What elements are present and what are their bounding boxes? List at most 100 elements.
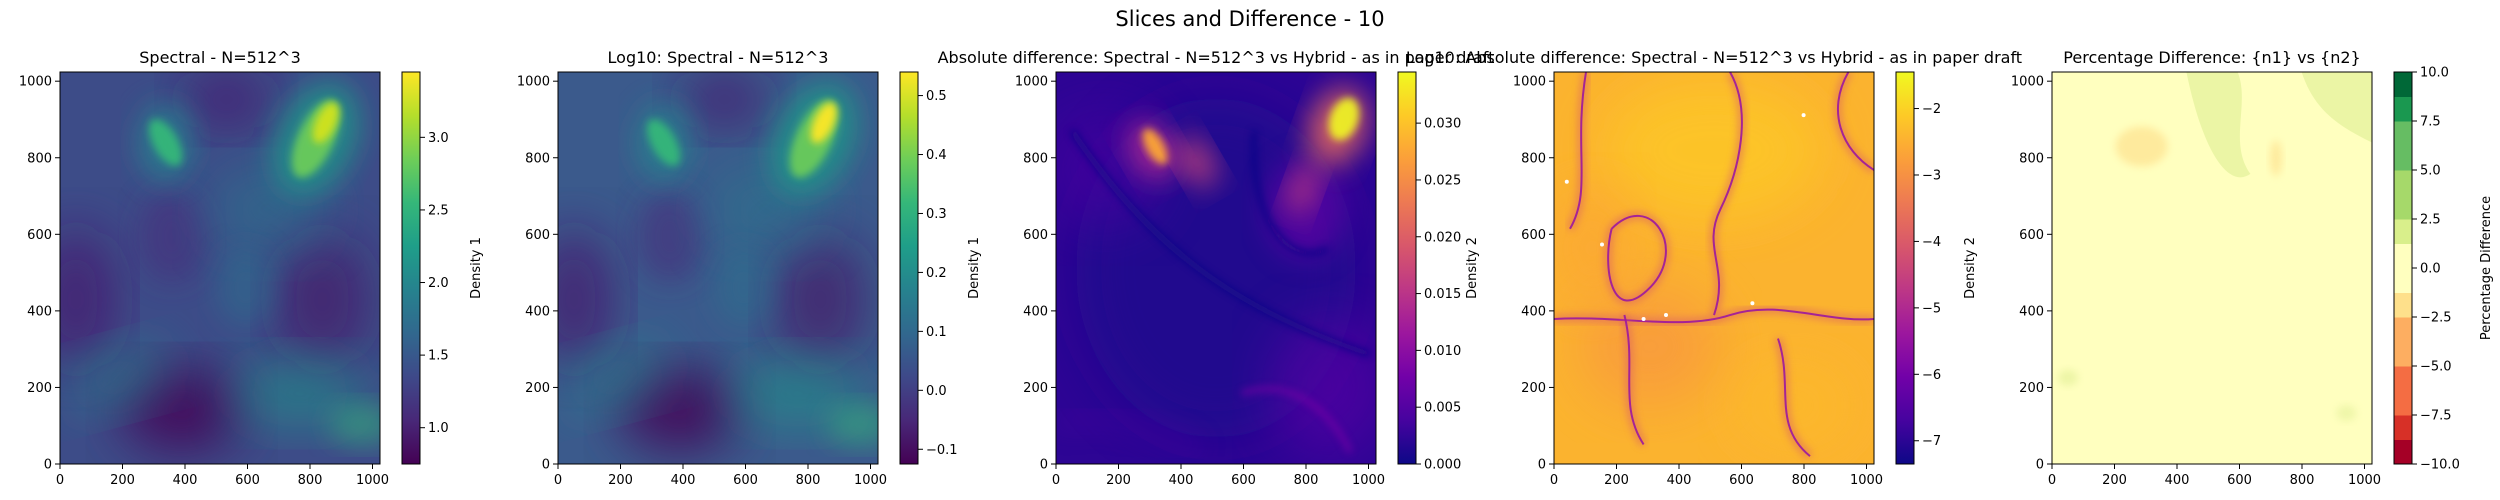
panel-5-colorbar-tick-label: 7.5 — [2420, 115, 2441, 130]
panel-2-xtick-label: 800 — [796, 473, 821, 488]
panel-5-ytick-label: 600 — [2019, 228, 2044, 243]
panel-5-xtick-label: 600 — [2227, 473, 2252, 488]
panel-4-colorbar-tick-label: −7 — [1922, 434, 1941, 449]
panel-1-xtick-label: 200 — [110, 473, 135, 488]
panel-5-colorbar-level — [2394, 96, 2412, 122]
panel-3-xtick-label: 1000 — [1352, 473, 1385, 488]
panel-1-colorbar-tick-label: 1.5 — [428, 349, 449, 364]
panel-5-axes-frame — [2051, 71, 2373, 465]
panel-5-ytick-label: 1000 — [2011, 75, 2044, 90]
panel-4-ytick-label: 0 — [1538, 458, 1546, 473]
panel-4-colorbar-tick-label: −6 — [1922, 368, 1941, 383]
panel-2-colorbar: −0.1 0.0 0.1 0.2 0.3 0.4 0.5 Density 1 — [899, 71, 982, 465]
panel-1-colorbar-tick-label: 2.5 — [428, 203, 449, 218]
panel-5-colorbar-tick-label: 10.0 — [2420, 66, 2449, 81]
panel-1-title: Spectral - N=512^3 — [139, 48, 301, 67]
panel-1-colorbar-gradient — [402, 72, 420, 464]
panel-5-xtick-label: 400 — [2165, 473, 2190, 488]
panel-2-xtick-label: 400 — [671, 473, 696, 488]
panel-3-colorbar-tick-label: 0.020 — [1424, 230, 1461, 245]
panel-2-ytick-label: 200 — [525, 381, 550, 396]
panel-5-colorbar-level — [2394, 415, 2412, 440]
panel-2-xtick-label: 1000 — [854, 473, 887, 488]
panel-1-colorbar-tick-label: 3.0 — [428, 131, 449, 146]
panel-3-heatmap — [1056, 72, 1376, 464]
panel-5-colorbar-level — [2394, 194, 2412, 220]
panel-3-xtick-label: 400 — [1169, 473, 1194, 488]
panel-5-colorbar-level — [2394, 268, 2412, 293]
panel-4-colorbar-label: Density 2 — [1963, 237, 1978, 299]
panel-4-ytick-label: 600 — [1521, 228, 1546, 243]
panel-5-ytick-label: 400 — [2019, 304, 2044, 319]
panel-2-heatmap — [558, 72, 878, 464]
panel-2-colorbar-tick-label: −0.1 — [926, 443, 958, 458]
panel-3-colorbar-tick-label: 0.010 — [1424, 344, 1461, 359]
panel-2-colorbar-tick-label: 0.5 — [926, 89, 947, 104]
panel-4-xtick-label: 0 — [1550, 473, 1558, 488]
panel-1-colorbar: 1.0 1.5 2.0 2.5 3.0 Density 1 — [401, 71, 484, 465]
panel-1-ytick-label: 0 — [44, 458, 52, 473]
panel-1-xtick-label: 1000 — [356, 473, 389, 488]
panel-3-colorbar-tick-label: 0.000 — [1424, 458, 1461, 473]
panel-2-axes-frame — [557, 71, 879, 465]
panel-4-xtick-label: 1000 — [1850, 473, 1883, 488]
panel-5-colorbar-tick-label: −2.5 — [2420, 311, 2452, 326]
panel-4-heatmap — [1554, 72, 1874, 464]
panel-5-colorbar-level — [2394, 341, 2412, 367]
panel-3-colorbar: 0.000 0.005 0.010 0.015 0.020 0.025 0.030 Densi… — [1397, 71, 1480, 473]
panel-2-ytick-label: 800 — [525, 151, 550, 166]
panel-3-colorbar-tick-label: 0.005 — [1424, 401, 1461, 416]
panel-4-colorbar-tick-label: −5 — [1922, 301, 1941, 316]
panel-2-xtick-label: 200 — [608, 473, 633, 488]
panel-5-colorbar-label: Percentage Difference — [2479, 196, 2494, 340]
panel-1: Spectral - N=512^3 0 200 400 600 800 1000 0 200 4… — [19, 48, 484, 488]
panel-3-title: Absolute difference: Spectral - N=512^3 … — [938, 48, 1495, 67]
panel-4-colorbar: −7 −6 −5 −4 −3 −2 Density 2 — [1895, 71, 1978, 465]
panel-4-colorbar-tick-label: −4 — [1922, 235, 1941, 250]
panel-5-colorbar-tick-label: −7.5 — [2420, 409, 2452, 424]
panel-3-colorbar-tick-label: 0.015 — [1424, 287, 1461, 302]
panel-4-colorbar-tick-label: −3 — [1922, 168, 1941, 183]
panel-5-colorbar-level — [2394, 390, 2412, 416]
panel-5-colorbar-level — [2394, 243, 2412, 269]
panel-5-colorbar-level — [2394, 72, 2412, 97]
panel-2-colorbar-gradient — [900, 72, 918, 464]
panel-4-xtick-label: 200 — [1604, 473, 1629, 488]
panel-2-colorbar-tick-label: 0.3 — [926, 207, 947, 222]
panel-2-ytick-label: 0 — [542, 458, 550, 473]
panel-1-heatmap — [60, 72, 380, 464]
panel-5-colorbar-level — [2394, 170, 2412, 195]
panel-3-colorbar-tick-label: 0.025 — [1424, 173, 1461, 188]
panel-2-colorbar-tick-label: 0.4 — [926, 148, 947, 163]
panel-1-xtick-label: 0 — [56, 473, 64, 488]
panel-3-xtick-label: 0 — [1052, 473, 1060, 488]
panel-1-ytick-label: 400 — [27, 304, 52, 319]
panel-3-ytick-label: 1000 — [1015, 75, 1048, 90]
panel-1-colorbar-tick-label: 2.0 — [428, 276, 449, 291]
panel-3-colorbar-label: Density 2 — [1465, 237, 1480, 299]
panel-1-ytick-label: 600 — [27, 228, 52, 243]
panel-2-ytick-label: 600 — [525, 228, 550, 243]
panel-1-ytick-label: 200 — [27, 381, 52, 396]
panel-5-colorbar-tick-label: 0.0 — [2420, 262, 2441, 277]
panel-4-ytick-label: 400 — [1521, 304, 1546, 319]
panel-5-colorbar-tick-label: 2.5 — [2420, 213, 2441, 228]
panel-5-colorbar-level — [2394, 145, 2412, 171]
panel-5-ytick-label: 0 — [2036, 458, 2044, 473]
panel-4-ytick-label: 200 — [1521, 381, 1546, 396]
panel-3-xtick-label: 200 — [1106, 473, 1131, 488]
panel-4-title: Log10: Absolute difference: Spectral - N… — [1406, 48, 2022, 67]
figure-suptitle: Slices and Difference - 10 — [1115, 7, 1384, 31]
panel-4-ytick-label: 800 — [1521, 151, 1546, 166]
panel-2-colorbar-label: Density 1 — [967, 237, 982, 299]
panel-4-axes-frame — [1553, 71, 1875, 465]
panel-4-xtick-label: 400 — [1667, 473, 1692, 488]
panel-4-colorbar-gradient — [1896, 72, 1914, 464]
panel-4-xtick-label: 800 — [1792, 473, 1817, 488]
panel-5-colorbar-tick-label: −10.0 — [2420, 458, 2460, 473]
panel-3-xtick-label: 800 — [1294, 473, 1319, 488]
panel-2-xtick-label: 600 — [733, 473, 758, 488]
panel-3-colorbar-tick-label: 0.030 — [1424, 117, 1461, 132]
panel-5-colorbar-tick-label: 5.0 — [2420, 164, 2441, 179]
